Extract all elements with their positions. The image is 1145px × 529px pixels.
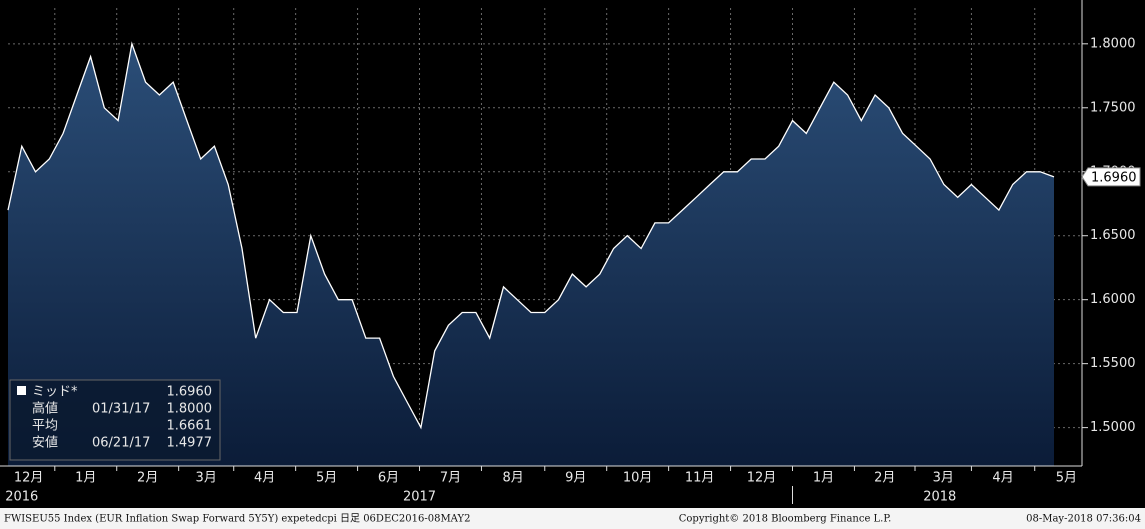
last-value-tag: [1081, 167, 1141, 187]
y-tick-label: 1.5000: [1090, 420, 1136, 435]
x-tick-label: 4月: [992, 471, 1013, 486]
x-tick-label: 10月: [623, 471, 653, 486]
legend-label: 安値: [32, 435, 58, 451]
x-tick-label: 2月: [137, 471, 158, 486]
y-tick-label: 1.6500: [1090, 228, 1136, 243]
legend-box: [9, 379, 221, 461]
x-tick-label: 12月: [14, 471, 44, 486]
x-tick-label: 3月: [196, 471, 217, 486]
area: [8, 43, 1054, 467]
legend-value: 1.8000: [167, 402, 213, 417]
x-tick-label: 2月: [874, 471, 895, 486]
footer-left: FWISEU55 Index (EUR Inflation Swap Forwa…: [4, 513, 470, 525]
x-tick-label: 1月: [813, 471, 834, 486]
footer-right: 08-May-2018 07:36:04: [1026, 514, 1141, 525]
legend-date: 01/31/17: [92, 402, 150, 417]
legend-date: 06/21/17: [92, 436, 150, 451]
legend-value: 1.6960: [167, 385, 213, 400]
last-value-label: 1.6960: [1091, 170, 1137, 185]
y-tick-label: 1.6000: [1090, 292, 1136, 307]
y-tick-label: 1.5500: [1090, 356, 1136, 371]
footer-center: Copyright© 2018 Bloomberg Finance L.P.: [679, 514, 892, 525]
x-tick-label: 4月: [254, 471, 275, 486]
y-tick-label: 1.7500: [1090, 100, 1136, 115]
x-tick-label: 9月: [565, 471, 586, 486]
year-label: 2016: [5, 490, 38, 505]
x-tick-label: 12月: [747, 471, 777, 486]
x-tick-label: 8月: [502, 471, 523, 486]
x-tick-label: 1月: [75, 471, 96, 486]
x-tick-label: 11月: [685, 471, 715, 486]
x-tick-label: 5月: [316, 471, 337, 486]
legend-label: 平均: [32, 419, 58, 434]
legend-label: ミッド*: [32, 385, 78, 400]
legend-value: 1.6661: [167, 419, 213, 434]
year-label: 2017: [403, 490, 436, 505]
x-tick-label: 6月: [378, 471, 399, 486]
x-tick-label: 5月: [1056, 471, 1077, 486]
legend-label: 高値: [32, 401, 58, 417]
x-tick-label: 3月: [933, 471, 954, 486]
legend: ミッド* 1.6960 高値 01/31/17 1.8000 平均 1.6661 安値 06/2…: [9, 379, 221, 461]
legend-value: 1.4977: [167, 436, 213, 451]
year-label: 2018: [923, 490, 956, 505]
x-tick-label: 7月: [440, 471, 461, 486]
line: [7, 41, 1055, 430]
y-tick-label: 1.8000: [1090, 36, 1136, 51]
legend-swatch: [17, 386, 26, 395]
footer-bar: [0, 508, 1145, 529]
